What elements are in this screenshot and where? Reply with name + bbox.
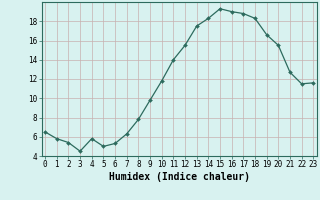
X-axis label: Humidex (Indice chaleur): Humidex (Indice chaleur) [109, 172, 250, 182]
